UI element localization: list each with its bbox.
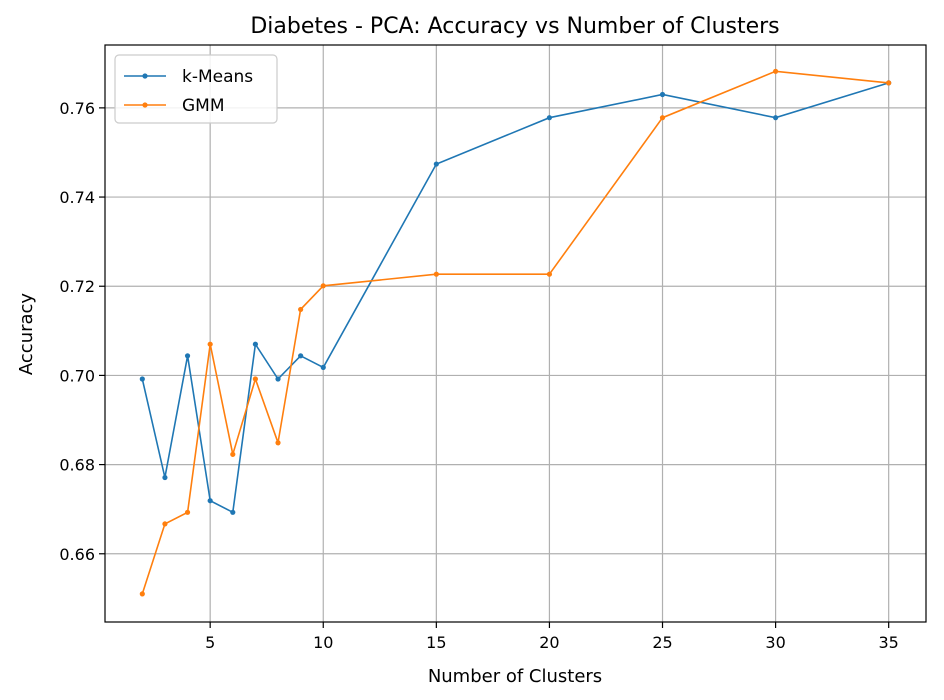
data-point [207, 341, 213, 347]
y-axis: 0.66 0.68 0.70 0.72 0.74 0.76 [59, 99, 105, 564]
data-point [139, 591, 145, 597]
data-point [230, 509, 236, 515]
data-point [230, 451, 236, 457]
data-point [184, 353, 191, 359]
x-tick-label: 30 [765, 633, 785, 652]
y-axis-label: Accuracy [16, 293, 37, 376]
data-point [772, 115, 779, 121]
data-point [207, 498, 213, 504]
legend-label: GMM [182, 96, 225, 116]
data-point [275, 440, 281, 446]
chart-title: Diabetes - PCA: Accuracy vs Number of Cl… [250, 14, 779, 39]
data-point [252, 341, 259, 347]
series-line [141, 82, 889, 514]
x-tick-label: 20 [539, 633, 559, 652]
y-tick-label: 0.72 [59, 277, 95, 296]
data-point [298, 353, 304, 359]
data-point [275, 376, 281, 382]
x-tick-label: 5 [205, 633, 215, 652]
x-axis-label: Number of Clusters [428, 666, 602, 687]
data-point [546, 115, 553, 121]
y-tick-label: 0.66 [59, 545, 95, 564]
legend-marker [142, 73, 148, 79]
x-tick-label: 15 [426, 633, 446, 652]
data-point [139, 376, 145, 382]
data-point [162, 521, 168, 527]
data-point [546, 271, 553, 277]
series-gmm [139, 68, 892, 597]
data-point [659, 91, 666, 98]
data-point [433, 271, 439, 277]
grid [105, 45, 926, 622]
data-point [184, 509, 191, 515]
series-line [141, 70, 889, 595]
x-tick-label: 35 [879, 633, 899, 652]
legend-label: k-Means [182, 67, 253, 87]
x-axis: 5 10 15 20 25 30 35 [205, 622, 899, 652]
series-layer [139, 68, 892, 597]
legend: k-Means GMM [114, 54, 278, 124]
data-point [298, 306, 304, 313]
legend-box [114, 54, 278, 124]
data-point [320, 364, 326, 370]
data-point [659, 115, 666, 121]
data-point [886, 80, 892, 86]
data-point [320, 283, 326, 289]
x-tick-label: 10 [313, 633, 333, 652]
y-tick-label: 0.70 [59, 366, 95, 385]
data-point [772, 68, 779, 74]
series-k-means [139, 80, 892, 515]
y-tick-label: 0.74 [59, 188, 95, 207]
y-tick-label: 0.76 [59, 99, 95, 118]
data-point [433, 161, 439, 167]
plot-frame [104, 44, 927, 623]
legend-marker [142, 102, 148, 108]
data-point [252, 376, 259, 382]
y-tick-label: 0.68 [59, 456, 95, 475]
data-point [162, 474, 168, 481]
x-tick-label: 25 [652, 633, 672, 652]
